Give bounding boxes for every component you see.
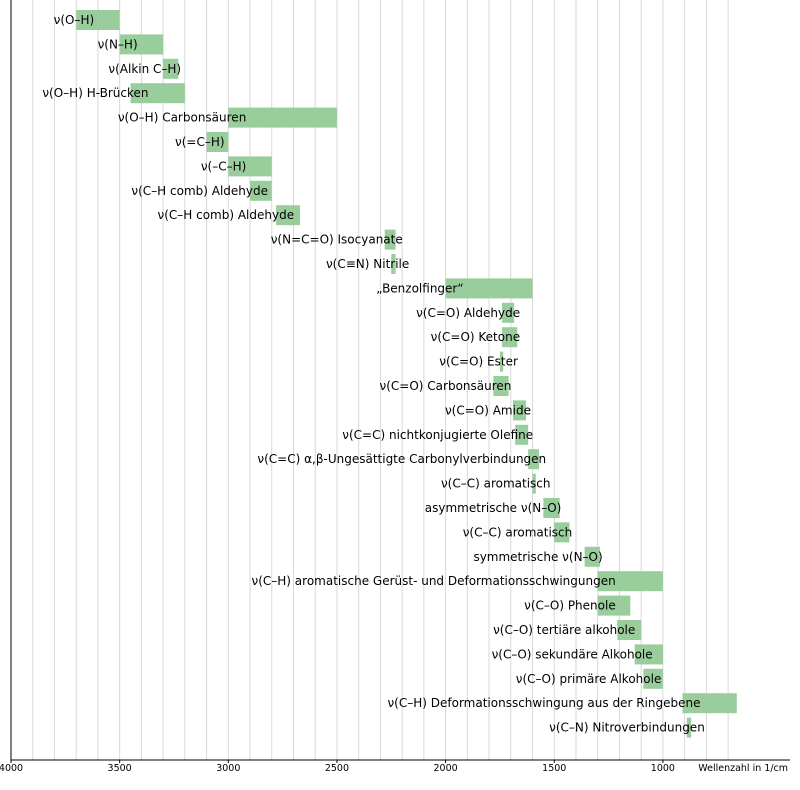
band-label: ν(C≡N) Nitrile [326, 257, 409, 271]
band-label: ν(=C–H) [175, 135, 225, 149]
band-label: ν(C–N) Nitroverbindungen [549, 721, 705, 735]
band-label: ν(O–H) [54, 13, 95, 27]
band-label: ν(O–H) Carbonsäuren [118, 111, 246, 125]
band-bar [617, 620, 642, 640]
band-bar [445, 278, 533, 299]
band-label: ν(N–H) [98, 37, 138, 51]
band-bar [532, 473, 536, 494]
band-bar [502, 327, 518, 348]
band-bar [682, 693, 737, 714]
band-label: ν(C–H comb) Aldehyde [158, 208, 295, 222]
band-label: ν(C–H comb) Aldehyde [131, 184, 268, 198]
band-label: ν(C–H) aromatische Gerüst- und Deformati… [252, 574, 616, 588]
band-label: ν(C–O) tertiäre alkohole [493, 623, 635, 637]
band-label: ν(C–O) sekundäre Alkohole [492, 647, 653, 661]
band-label: ν(C=O) Ester [439, 355, 518, 369]
band-label: ν(C=O) Amide [445, 403, 531, 417]
band-labels: ν(O–H)ν(N–H) ν(Alkin C–H) ν(O–H) H-Brücken… [42, 13, 704, 735]
band-label: ν(C=O) Ketone [431, 330, 520, 344]
band-bars [76, 10, 737, 738]
band-bar [634, 644, 663, 665]
band-label: ν(C=C) nichtkonjugierte Olefine [342, 428, 533, 442]
x-tick-label-3500: 3500 [108, 763, 132, 774]
x-tick-label-1000: 1000 [651, 763, 675, 774]
band-label: ν(C=O) Aldehyde [416, 306, 520, 320]
band-bar [206, 132, 229, 152]
band-bar [554, 522, 570, 543]
band-label: ν(C–O) Phenole [524, 599, 616, 613]
band-bar [391, 254, 396, 274]
band-bar [597, 571, 663, 592]
band-bar [228, 107, 337, 128]
band-label: ν(C–C) aromatisch [463, 525, 573, 539]
band-label: ν(C–O) primäre Alkohole [516, 672, 662, 686]
band-label: ν(C–C) aromatisch [441, 477, 551, 491]
x-tick-label-3000: 3000 [216, 763, 240, 774]
band-label: ν(–C–H) [201, 159, 246, 173]
band-bar [493, 376, 509, 396]
band-label: ν(C=C) α,β-Ungesättigte Carbonylverbindu… [257, 452, 546, 466]
band-label: ν(O–H) H-Brücken [42, 86, 148, 100]
band-bar [543, 498, 560, 518]
band-bar [584, 546, 600, 567]
band-bar [512, 400, 527, 421]
band-bar [499, 351, 504, 372]
band-bar [643, 668, 663, 689]
band-bar [502, 302, 515, 323]
x-tick-label-1500: 1500 [542, 763, 566, 774]
x-tick-label-4000: 4000 [0, 763, 23, 774]
band-label: ν(N=C=O) Isocyanate [271, 233, 403, 247]
x-axis-title: Wellenzahl in 1/cm [698, 763, 788, 774]
x-tick-label-2500: 2500 [325, 763, 349, 774]
x-tick-label-2000: 2000 [434, 763, 458, 774]
band-label: ν(C=O) Carbonsäuren [380, 379, 512, 393]
band-bar [130, 83, 185, 104]
band-label: „Benzolfinger“ [376, 281, 463, 295]
band-bar [597, 595, 631, 616]
band-bar [119, 34, 164, 55]
band-label: ν(Alkin C–H) [108, 62, 181, 76]
band-bar [228, 156, 272, 177]
band-label: asymmetrische ν(N–O) [425, 501, 562, 515]
band-bar [528, 449, 540, 470]
band-bar [276, 205, 301, 226]
band-label: symmetrische ν(N–O) [473, 550, 602, 564]
band-bar [515, 424, 529, 445]
band-label: ν(C–H) Deformationsschwingung aus der Ri… [387, 696, 700, 710]
band-bar [686, 717, 692, 738]
x-axis: 4000 3500 3000 2500 2000 1500 1000 [0, 0, 790, 774]
band-bar [250, 180, 272, 201]
band-bar [384, 229, 396, 250]
band-bar [163, 58, 179, 79]
band-bar [76, 10, 120, 30]
